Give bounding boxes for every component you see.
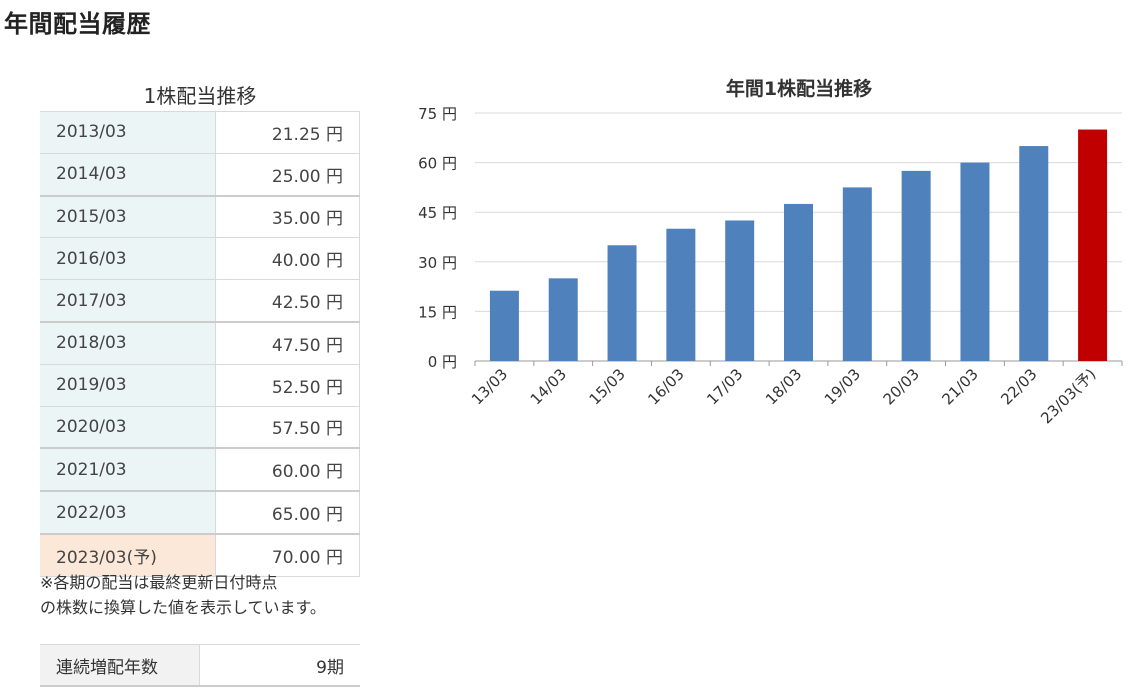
dividend-bar bbox=[960, 162, 990, 361]
dividend-value: 40.00 円 bbox=[215, 237, 360, 281]
dividend-row: 2021/03 60.00 円 bbox=[40, 447, 360, 493]
note-line-2: の株数に換算した値を表示しています。 bbox=[40, 598, 326, 617]
dividend-year: 2023/03(予) bbox=[40, 533, 216, 577]
y-tick-label: 75 円 bbox=[418, 105, 457, 123]
y-tick-label: 30 円 bbox=[418, 254, 457, 272]
x-tick-label: 15/03 bbox=[586, 365, 629, 408]
dividend-bar-chart: 0 円 15 円 30 円 45 円 60 円 75 円 13/03 14/03 15/03 16… bbox=[418, 105, 1123, 427]
dividend-bar bbox=[489, 290, 519, 361]
dividend-value: 52.50 円 bbox=[215, 363, 360, 407]
x-tick-label: 13/03 bbox=[468, 365, 511, 408]
chart-title: 年間1株配当推移 bbox=[725, 78, 873, 100]
dividend-bar bbox=[842, 187, 872, 361]
dividend-bar bbox=[725, 220, 755, 361]
dividend-year: 2022/03 bbox=[40, 490, 216, 535]
x-tick-label: 14/03 bbox=[527, 365, 570, 408]
dividend-row: 2014/03 25.00 円 bbox=[40, 152, 360, 197]
x-tick-label: 21/03 bbox=[938, 365, 981, 408]
y-tick-label: 0 円 bbox=[428, 353, 457, 371]
dividend-value: 25.00 円 bbox=[215, 152, 360, 197]
y-tick-label: 45 円 bbox=[418, 204, 457, 222]
y-tick-label: 60 円 bbox=[418, 155, 457, 173]
x-tick-label: 18/03 bbox=[762, 365, 805, 408]
x-tick-label: 20/03 bbox=[880, 365, 923, 408]
dividend-year: 2015/03 bbox=[40, 195, 216, 239]
summary-row: 連続増配年数 9期 bbox=[40, 644, 360, 687]
dividend-year: 2013/03 bbox=[40, 111, 216, 154]
dividend-value: 70.00 円 bbox=[215, 533, 360, 577]
x-tick-label: 19/03 bbox=[821, 365, 864, 408]
dividend-row: 2015/03 35.00 円 bbox=[40, 195, 360, 239]
y-tick-label: 15 円 bbox=[418, 303, 457, 321]
dividend-table: 2013/03 21.25 円 2014/03 25.00 円 2015/03 35.00… bbox=[40, 111, 360, 577]
dividend-value: 65.00 円 bbox=[215, 490, 360, 535]
dividend-row: 2018/03 47.50 円 bbox=[40, 321, 360, 365]
dividend-value: 21.25 円 bbox=[215, 111, 360, 154]
dividend-value: 60.00 円 bbox=[215, 447, 360, 493]
summary-value: 9期 bbox=[199, 644, 360, 687]
dividend-bar bbox=[666, 228, 696, 361]
dividend-year: 2021/03 bbox=[40, 447, 216, 493]
dividend-row: 2020/03 57.50 円 bbox=[40, 405, 360, 450]
dividend-value: 47.50 円 bbox=[215, 321, 360, 365]
dividend-table-caption: 1株配当推移 bbox=[143, 84, 257, 108]
dividend-bar bbox=[784, 203, 813, 361]
forecast-bar bbox=[1078, 129, 1108, 361]
x-tick-label: 22/03 bbox=[997, 365, 1040, 408]
dividend-value: 42.50 円 bbox=[215, 279, 360, 323]
note-line-1: ※各期の配当は最終更新日付時点 bbox=[40, 573, 278, 592]
dividend-note: ※各期の配当は最終更新日付時点 の株数に換算した値を表示しています。 bbox=[40, 570, 380, 620]
x-tick-label: 17/03 bbox=[703, 365, 746, 408]
summary-label: 連続増配年数 bbox=[40, 644, 200, 687]
dividend-row: 2017/03 42.50 円 bbox=[40, 279, 360, 323]
consecutive-increase-table: 連続増配年数 9期 bbox=[40, 644, 360, 687]
dividend-value: 57.50 円 bbox=[215, 405, 360, 450]
dividend-bar bbox=[1019, 146, 1049, 361]
dividend-year: 2018/03 bbox=[40, 321, 216, 365]
x-tick-label: 16/03 bbox=[644, 365, 687, 408]
dividend-row: 2013/03 21.25 円 bbox=[40, 111, 360, 154]
dividend-year: 2019/03 bbox=[40, 363, 216, 407]
dividend-year: 2020/03 bbox=[40, 405, 216, 450]
dividend-year: 2014/03 bbox=[40, 152, 216, 197]
dividend-year: 2016/03 bbox=[40, 237, 216, 281]
dividend-row: 2016/03 40.00 円 bbox=[40, 237, 360, 281]
dividend-bar bbox=[901, 170, 931, 361]
dividend-bar bbox=[607, 245, 637, 361]
dividend-bar bbox=[548, 278, 578, 361]
dividend-row: 2019/03 52.50 円 bbox=[40, 363, 360, 407]
dividend-year: 2017/03 bbox=[40, 279, 216, 323]
dividend-value: 35.00 円 bbox=[215, 195, 360, 239]
x-tick-label: 23/03(予) bbox=[1037, 365, 1099, 427]
dividend-row: 2023/03(予) 70.00 円 bbox=[40, 533, 360, 577]
dividend-row: 2022/03 65.00 円 bbox=[40, 490, 360, 535]
page-title: 年間配当履歴 bbox=[4, 10, 151, 38]
